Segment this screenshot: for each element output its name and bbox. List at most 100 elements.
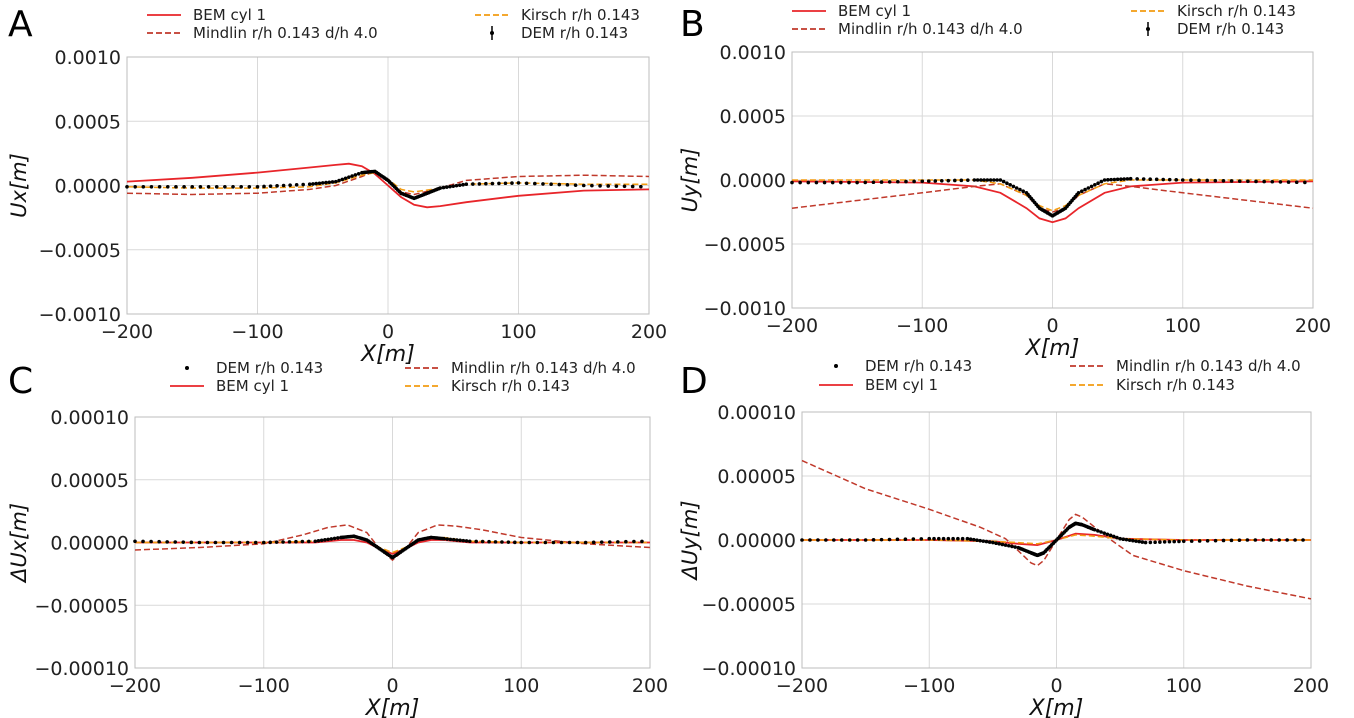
y-tick-label: −0.00005 xyxy=(35,595,130,617)
dem-point xyxy=(1127,538,1132,542)
dem-point xyxy=(445,537,450,541)
dem-point xyxy=(1102,178,1107,182)
dem-point xyxy=(816,538,820,542)
y-axis-label: ΔUx[m] xyxy=(7,503,31,584)
dem-point xyxy=(1221,538,1226,543)
legend-entry: BEM cyl 1 xyxy=(147,6,266,24)
dem-point xyxy=(261,540,266,545)
legend-entry: Kirsch r/h 0.143 xyxy=(475,6,640,24)
dem-point xyxy=(988,178,993,182)
series-dem-dots xyxy=(133,534,644,560)
panel-d: D −0.00010 −0.00005 0.00000 0.00005 0.00010 −2… xyxy=(677,357,1354,718)
dem-point xyxy=(247,184,252,189)
dem-point xyxy=(165,184,170,189)
dem-point xyxy=(451,184,456,188)
dem-point xyxy=(1181,539,1186,544)
dem-point xyxy=(551,540,556,545)
dem-point xyxy=(879,180,884,184)
dem-point xyxy=(461,538,466,543)
dem-point xyxy=(591,540,596,545)
dem-point xyxy=(871,180,876,185)
dem-point xyxy=(464,539,469,543)
dem-point xyxy=(911,537,916,541)
dem-point xyxy=(451,537,456,542)
dem-point xyxy=(981,539,986,543)
series-line xyxy=(126,162,650,209)
dem-point xyxy=(301,182,305,187)
y-tick-label: 0.0010 xyxy=(720,42,786,64)
dem-point xyxy=(497,181,501,186)
x-tick-label: 0 xyxy=(382,321,394,343)
dem-point xyxy=(946,178,951,183)
y-tick-label: 0.00005 xyxy=(50,470,129,492)
dem-point xyxy=(1213,178,1218,183)
dem-point xyxy=(1180,178,1185,182)
dem-point xyxy=(510,181,514,185)
dem-point xyxy=(590,183,594,188)
y-tick-label: −0.0005 xyxy=(704,234,786,256)
panel-letter: B xyxy=(680,4,705,45)
y-tick-label: 0.0000 xyxy=(55,176,121,198)
dem-point xyxy=(141,184,146,189)
dem-point xyxy=(1277,538,1281,542)
legend-label: BEM cyl 1 xyxy=(838,2,911,20)
dem-point xyxy=(987,540,992,544)
legend-label: Mindlin r/h 0.143 d/h 4.0 xyxy=(1116,357,1301,375)
dem-point xyxy=(319,538,324,543)
dem-point xyxy=(214,184,219,189)
dem-point xyxy=(524,181,529,186)
legend-entry: BEM cyl 1 xyxy=(792,2,911,20)
x-axis-label: X[m] xyxy=(1029,696,1084,718)
dem-point xyxy=(941,536,946,541)
dem-point xyxy=(790,180,794,185)
dem-point xyxy=(1293,538,1297,542)
dem-point xyxy=(1270,179,1275,184)
dem-point xyxy=(1003,543,1008,547)
legend-swatch xyxy=(1146,27,1150,31)
y-axis-label: Ux[m] xyxy=(7,153,31,218)
y-tick-label: 0.00005 xyxy=(717,466,796,488)
panel-letter: D xyxy=(680,361,708,402)
dem-point xyxy=(1294,180,1299,185)
dem-point xyxy=(313,539,318,544)
x-tick-label: 0 xyxy=(386,675,398,697)
dem-point xyxy=(1205,539,1210,543)
dem-point xyxy=(932,536,936,541)
dem-point xyxy=(516,181,521,185)
dem-point xyxy=(268,184,273,188)
dem-point xyxy=(141,539,145,544)
dem-point xyxy=(975,538,979,542)
dem-point xyxy=(1246,179,1250,184)
y-tick-label: 0.00010 xyxy=(717,402,796,424)
dem-point xyxy=(965,536,970,541)
y-tick-label: −0.00010 xyxy=(35,658,130,680)
dem-point xyxy=(1221,179,1226,183)
dem-point xyxy=(1303,180,1307,185)
dem-point xyxy=(966,178,970,182)
dem-point xyxy=(480,539,485,544)
dem-point xyxy=(863,538,868,542)
y-tick-label: 0.00010 xyxy=(50,407,129,429)
legend-entry: Mindlin r/h 0.143 d/h 4.0 xyxy=(405,359,636,377)
dem-point xyxy=(340,177,345,182)
dem-point xyxy=(1021,189,1025,193)
dem-point xyxy=(281,540,285,544)
dem-point xyxy=(904,179,908,184)
dem-point xyxy=(887,537,892,542)
legend-entry: Mindlin r/h 0.143 d/h 4.0 xyxy=(147,24,378,42)
dem-point xyxy=(317,181,322,186)
dem-point xyxy=(1125,177,1130,181)
dem-point xyxy=(847,538,852,542)
dem-point xyxy=(806,180,811,185)
x-tick-label: −100 xyxy=(231,321,283,343)
dem-point xyxy=(832,538,836,542)
dem-point xyxy=(583,540,588,545)
dem-point xyxy=(448,184,452,189)
dem-point xyxy=(133,184,137,189)
dem-point xyxy=(484,181,488,186)
x-tick-label: 200 xyxy=(631,321,667,343)
legend-label: DEM r/h 0.143 xyxy=(865,357,972,375)
dem-point xyxy=(808,538,812,542)
dem-point xyxy=(500,540,504,544)
legend-label: DEM r/h 0.143 xyxy=(1177,20,1284,38)
